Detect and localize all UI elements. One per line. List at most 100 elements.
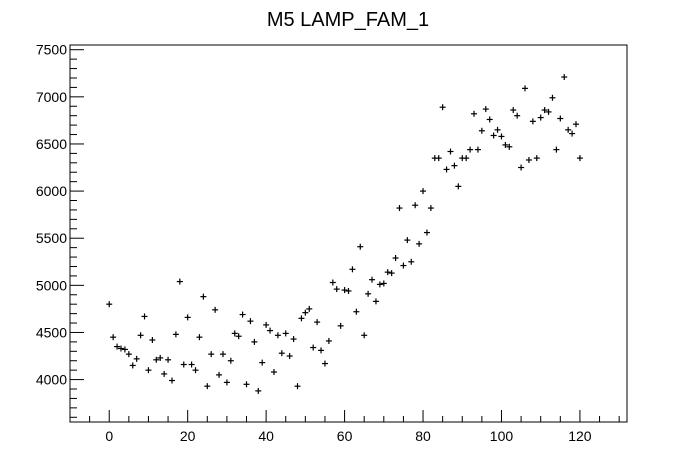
data-point [435, 155, 442, 162]
data-point [372, 298, 379, 305]
data-point [490, 132, 497, 139]
data-point [427, 205, 434, 212]
data-point [545, 108, 552, 115]
data-point [114, 343, 121, 350]
data-point [270, 369, 277, 376]
data-point [212, 306, 219, 313]
data-point [161, 370, 168, 377]
data-point [486, 116, 493, 123]
data-point [172, 331, 179, 338]
y-tick-label: 5000 [36, 277, 67, 293]
data-point [165, 356, 172, 363]
data-point [529, 118, 536, 125]
data-point [400, 262, 407, 269]
data-point [310, 344, 317, 351]
data-point [255, 387, 262, 394]
data-point [231, 330, 238, 337]
data-point [184, 314, 191, 321]
data-point [200, 293, 207, 300]
data-point [404, 237, 411, 244]
x-tick-label: 0 [105, 428, 113, 444]
data-point [494, 126, 501, 133]
data-point [314, 319, 321, 326]
data-point [357, 243, 364, 250]
data-point [463, 155, 470, 162]
data-point [141, 313, 148, 320]
plot-frame [69, 44, 628, 423]
data-point [204, 383, 211, 390]
data-point [471, 110, 478, 117]
data-point [506, 143, 513, 150]
data-point [420, 188, 427, 195]
data-point [318, 347, 325, 354]
x-tick-label: 40 [258, 428, 274, 444]
data-point [176, 278, 183, 285]
data-point [286, 353, 293, 360]
y-tick-label: 6500 [36, 136, 67, 152]
data-point [259, 359, 266, 366]
data-point [467, 146, 474, 153]
chart-title: M5 LAMP_FAM_1 [267, 9, 429, 31]
data-point [478, 127, 485, 134]
data-point [106, 301, 113, 308]
y-tick-label: 7500 [36, 42, 67, 58]
y-tick-label: 7000 [36, 89, 67, 105]
data-point [329, 279, 336, 286]
data-point [110, 334, 117, 341]
data-point [553, 146, 560, 153]
data-point [235, 333, 242, 340]
data-point [533, 155, 540, 162]
x-tick-label: 80 [415, 428, 431, 444]
data-point [416, 240, 423, 247]
data-markers [106, 74, 583, 394]
data-point [365, 290, 372, 297]
data-point [188, 361, 195, 368]
data-point [474, 146, 481, 153]
data-point [180, 361, 187, 368]
data-point [294, 383, 301, 390]
data-point [208, 351, 215, 358]
data-point [541, 107, 548, 114]
data-point [557, 115, 564, 122]
data-point [298, 315, 305, 322]
x-tick-label: 120 [568, 428, 592, 444]
data-point [251, 338, 258, 345]
data-point [361, 332, 368, 339]
x-tick-label: 20 [180, 428, 196, 444]
data-point [510, 107, 517, 114]
data-point [121, 346, 128, 353]
data-point [145, 367, 152, 374]
data-point [522, 85, 529, 92]
data-point [129, 362, 136, 369]
data-point [537, 114, 544, 121]
y-tick-label: 4000 [36, 372, 67, 388]
data-point [196, 334, 203, 341]
data-point [282, 330, 289, 337]
data-point [117, 345, 124, 352]
data-point [565, 126, 572, 133]
data-point [192, 367, 199, 374]
data-point [153, 356, 160, 363]
data-point [337, 322, 344, 329]
data-point [290, 336, 297, 343]
data-point [137, 332, 144, 339]
data-point [380, 280, 387, 287]
data-point [274, 332, 281, 339]
data-point [227, 357, 234, 364]
data-point [302, 309, 309, 316]
data-point [525, 156, 532, 163]
data-point [376, 281, 383, 288]
data-point [168, 377, 175, 384]
axes: 0 20 40 60 80 100 120 4000 4500 5000 5500 6000 6500 7… [36, 42, 620, 444]
data-point [278, 350, 285, 357]
data-point [345, 287, 352, 294]
data-point [384, 269, 391, 276]
data-point [133, 355, 140, 362]
data-point [125, 351, 132, 358]
data-point [216, 371, 223, 378]
data-point [569, 130, 576, 137]
data-point [341, 287, 348, 294]
data-point [243, 381, 250, 388]
data-point [353, 308, 360, 315]
